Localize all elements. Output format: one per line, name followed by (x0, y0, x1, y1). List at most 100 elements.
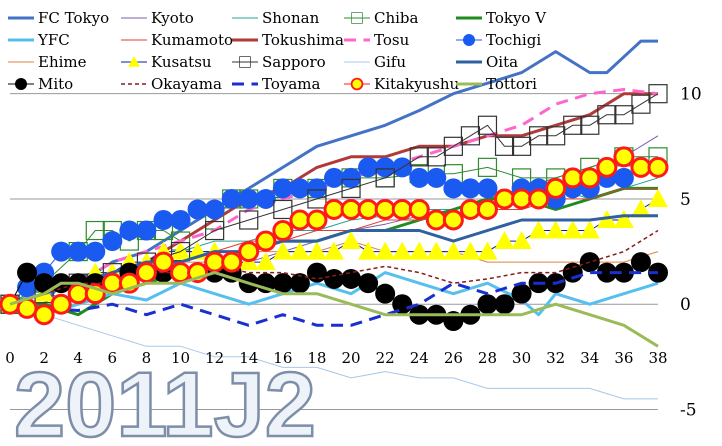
series-yfc (9, 271, 659, 317)
data-point (358, 273, 379, 294)
data-point (443, 178, 464, 199)
x-tick-label: 14 (239, 349, 258, 367)
legend-label: Kumamoto (151, 31, 233, 49)
data-point (358, 157, 379, 178)
legend-marker-shape (463, 34, 475, 46)
x-tick-label: 2 (39, 349, 49, 367)
legend-label: Tokushima (262, 31, 344, 49)
y-tick-label: 10 (680, 85, 702, 105)
legend-marker-shape (15, 78, 27, 90)
data-point (358, 241, 379, 260)
data-point (238, 241, 260, 263)
data-point (289, 241, 310, 260)
x-tick-label: 26 (444, 349, 463, 367)
legend-item-tokyo-v: Tokyo V (456, 9, 547, 27)
series-line-tottori (9, 271, 659, 348)
legend-label: Tosu (374, 31, 410, 49)
series-line-oita (9, 214, 658, 306)
data-point (460, 241, 481, 260)
legend-label: FC Tokyo (38, 9, 109, 27)
data-point (511, 136, 532, 156)
data-point (341, 231, 362, 250)
series-oita (9, 214, 658, 306)
data-point (631, 94, 651, 114)
x-tick-label: 0 (5, 349, 15, 367)
y-axis-ticks: -5 0 5 10 (680, 85, 702, 421)
x-tick-label: 20 (342, 349, 361, 367)
data-point (374, 198, 396, 220)
legend-label: Tokyo V (486, 9, 547, 27)
data-point (255, 252, 276, 271)
data-point (459, 198, 481, 220)
legend: FC Tokyo Kyoto Shonan Chiba Tokyo V YFC Kumamo… (8, 9, 547, 93)
data-point (324, 268, 344, 289)
x-tick-label: 8 (142, 349, 152, 367)
data-point (272, 178, 293, 199)
x-tick-label: 32 (546, 349, 565, 367)
data-point (494, 231, 515, 250)
legend-marker-shape (350, 77, 364, 91)
data-point (562, 220, 583, 239)
data-point (648, 188, 668, 207)
data-point (511, 231, 532, 250)
legend-item-gifu: Gifu (344, 53, 406, 71)
data-point (528, 188, 550, 210)
data-point (460, 178, 481, 199)
legend-label: Chiba (374, 9, 419, 27)
data-point (273, 199, 293, 220)
legend-marker-shape (351, 12, 363, 24)
data-point (238, 188, 259, 209)
data-point (135, 262, 157, 284)
legend-label: Tottori (486, 75, 537, 93)
data-point (648, 84, 668, 104)
legend-item-mito: Mito (8, 75, 73, 93)
data-point (563, 115, 583, 135)
data-point (613, 146, 635, 168)
legend-label: Mito (38, 75, 73, 93)
data-point (580, 115, 600, 135)
data-point (477, 157, 498, 177)
series-mito (0, 252, 668, 332)
data-point (67, 283, 89, 305)
data-point (341, 268, 362, 289)
legend-label: Ehime (38, 53, 87, 71)
data-point (204, 199, 225, 220)
data-point (375, 283, 396, 304)
data-point (443, 241, 464, 260)
data-point (494, 294, 515, 315)
data-point (357, 198, 379, 220)
data-point (596, 156, 618, 178)
data-point (579, 167, 601, 189)
data-point (68, 241, 89, 262)
data-point (306, 241, 327, 260)
y-tick-label: 0 (680, 295, 691, 315)
legend-item-tottori: Tottori (456, 75, 537, 93)
legend-item-fc-tokyo: FC Tokyo (8, 9, 109, 27)
legend-label: Kyoto (151, 9, 194, 27)
data-point (306, 262, 327, 283)
data-point (289, 209, 311, 231)
data-point (85, 220, 105, 241)
series-gifu (9, 303, 658, 400)
x-tick-label: 16 (273, 349, 292, 367)
data-point (324, 167, 344, 188)
series-toyama (9, 271, 658, 327)
series-okayama (9, 229, 659, 305)
series-line-okayama (9, 229, 659, 305)
data-point (85, 241, 106, 262)
legend-label: Gifu (374, 53, 406, 71)
data-point (596, 262, 617, 283)
x-tick-label: 36 (614, 349, 633, 367)
data-point (204, 251, 226, 273)
data-point (511, 188, 533, 210)
gridlines (10, 93, 658, 410)
legend-marker (463, 34, 475, 46)
data-point (375, 157, 396, 178)
x-tick-label: 18 (307, 349, 326, 367)
data-point (391, 198, 413, 220)
legend-label: Oita (486, 53, 518, 71)
x-axis-ticks: 0 2 4 6 8 10 12 14 16 18 20 22 24 26 28 30 32 34 36 38 (5, 349, 667, 367)
legend-label: Sapporo (262, 53, 326, 71)
legend-item-ehime: Ehime (8, 53, 87, 71)
